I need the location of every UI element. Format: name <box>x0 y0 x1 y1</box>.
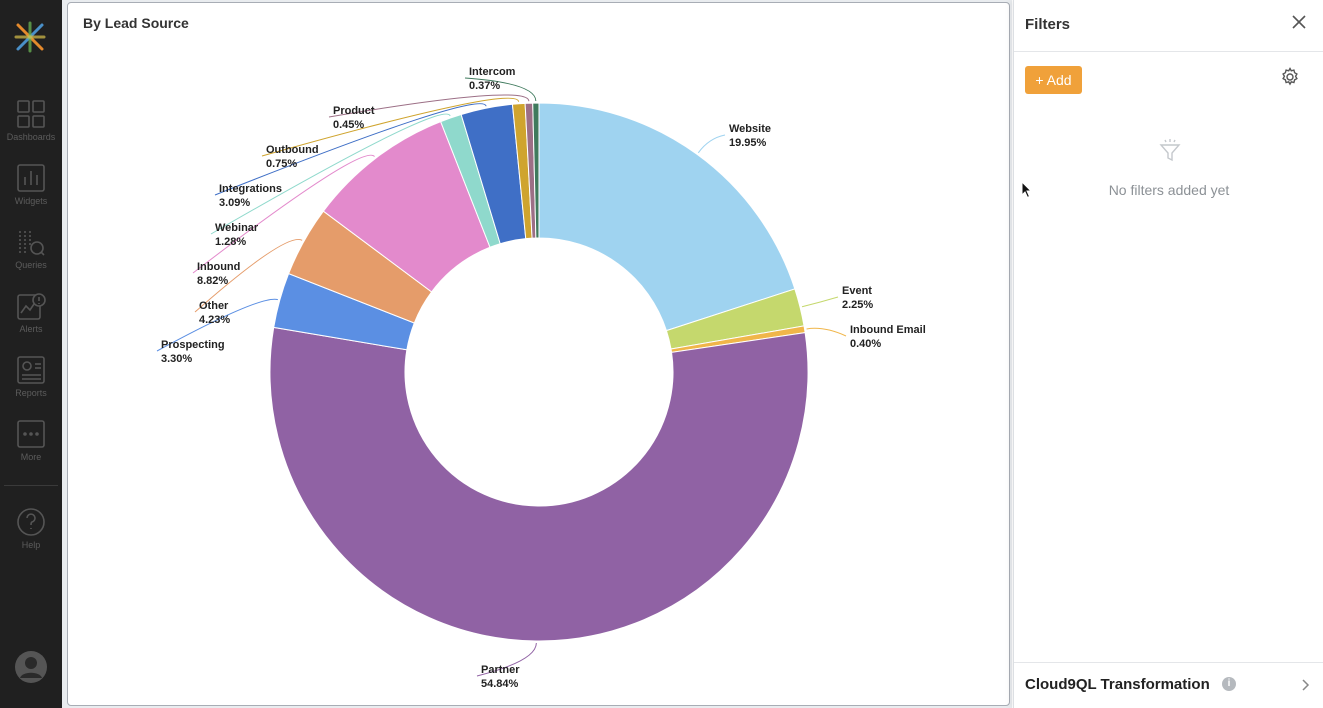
alert-icon <box>17 293 46 320</box>
info-icon[interactable]: i <box>1222 677 1236 691</box>
widget-card[interactable]: By Lead Source Website 19.95% Event 2.25% In… <box>67 2 1010 706</box>
funnel-icon <box>1159 139 1181 162</box>
slice-value-event: 2.25% <box>842 299 873 311</box>
nav-alerts[interactable]: Alerts <box>0 291 62 334</box>
slice-label-product: Product <box>333 105 375 117</box>
leader-line-prospecting <box>156 298 278 352</box>
donut-chart: Website 19.95% Event 2.25% Inbound Email 0.40… <box>156 66 926 690</box>
leader-line-partner <box>476 642 537 677</box>
leader-line-integrations <box>214 103 487 196</box>
nav-dashboards[interactable]: Dashboards <box>0 99 62 142</box>
leader-line-website <box>697 134 726 154</box>
slice-label-integrations: Integrations <box>219 183 282 195</box>
slice-label-prospecting: Prospecting <box>161 339 225 351</box>
slice-label-other: Other <box>199 300 229 312</box>
mouse-cursor-icon <box>1021 181 1033 199</box>
nav-label: Reports <box>15 388 47 398</box>
query-icon <box>19 231 45 256</box>
cloud9ql-transformation-toggle[interactable]: Cloud9QL Transformation i <box>1014 662 1323 708</box>
leader-line-other <box>194 238 303 313</box>
nav-label: Help <box>21 540 41 550</box>
leader-line-outbound <box>261 97 520 157</box>
leader-line-product <box>328 94 530 118</box>
nav-widgets[interactable]: Widgets <box>0 163 62 206</box>
slice-label-partner: Partner <box>481 664 520 676</box>
empty-state-text: No filters added yet <box>1108 182 1230 198</box>
filters-panel: Filters + Add No filters added yet Cloud… <box>1013 0 1323 708</box>
slice-value-website: 19.95% <box>729 137 767 149</box>
nav-help[interactable]: Help <box>0 507 62 550</box>
avatar-icon <box>15 651 47 683</box>
slice-value-outbound: 0.75% <box>266 158 297 170</box>
slice-value-integrations: 3.09% <box>219 197 250 209</box>
bar-chart-icon <box>17 164 45 192</box>
slice-label-intercom: Intercom <box>469 66 516 78</box>
widget-title: By Lead Source <box>83 15 189 31</box>
filters-title: Filters <box>1025 16 1071 33</box>
close-icon[interactable] <box>1291 14 1307 30</box>
slice-value-intercom: 0.37% <box>469 80 500 92</box>
gear-icon[interactable] <box>1280 67 1300 87</box>
leader-line-webinar <box>210 113 451 235</box>
leader-line-inbound <box>192 154 375 274</box>
nav-label: Dashboards <box>6 132 56 142</box>
transformation-label: Cloud9QL Transformation <box>1025 676 1210 693</box>
app-logo-icon[interactable] <box>13 20 47 54</box>
chevron-right-icon <box>1302 679 1310 691</box>
slice-label-outbound: Outbound <box>266 144 319 156</box>
slice-label-inbound-email: Inbound Email <box>850 324 926 336</box>
side-navigation: Dashboards Widgets Queries Alerts Report… <box>0 0 62 708</box>
user-avatar[interactable] <box>0 650 62 684</box>
slice-value-other: 4.23% <box>199 314 230 326</box>
slice-partner[interactable] <box>269 326 809 642</box>
slice-value-prospecting: 3.30% <box>161 353 192 365</box>
leader-line-event <box>801 296 839 308</box>
slice-value-webinar: 1.28% <box>215 236 246 248</box>
slice-label-event: Event <box>842 285 872 297</box>
add-filter-button[interactable]: + Add <box>1025 66 1082 94</box>
nav-label: More <box>20 452 42 462</box>
slice-label-website: Website <box>729 123 771 135</box>
nav-label: Widgets <box>14 196 48 206</box>
nav-queries[interactable]: Queries <box>0 227 62 270</box>
nav-more[interactable]: More <box>0 419 62 462</box>
slice-value-inbound-email: 0.40% <box>850 338 881 350</box>
filters-header: Filters <box>1014 0 1323 52</box>
slice-value-partner: 54.84% <box>481 678 519 690</box>
report-icon <box>17 356 45 384</box>
nav-label: Queries <box>15 260 47 270</box>
more-icon <box>17 420 45 448</box>
slice-value-product: 0.45% <box>333 119 364 131</box>
nav-reports[interactable]: Reports <box>0 355 62 398</box>
slice-label-webinar: Webinar <box>215 222 259 234</box>
help-icon <box>17 508 45 536</box>
slice-intercom[interactable] <box>532 102 540 239</box>
nav-divider <box>4 485 58 486</box>
slice-label-inbound: Inbound <box>197 261 240 273</box>
leader-line-inbound-email <box>806 327 847 337</box>
slice-website[interactable] <box>538 102 796 332</box>
leader-line-intercom <box>464 77 537 102</box>
slice-value-inbound: 8.82% <box>197 275 228 287</box>
grid-icon <box>17 100 45 128</box>
nav-label: Alerts <box>19 324 43 334</box>
